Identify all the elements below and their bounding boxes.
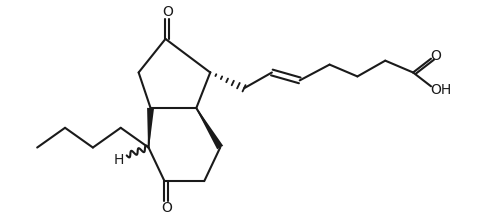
Text: H: H [114, 153, 124, 167]
Text: O: O [161, 201, 172, 215]
Text: O: O [431, 49, 442, 63]
Text: O: O [162, 5, 173, 19]
Polygon shape [147, 108, 154, 148]
Text: OH: OH [431, 83, 452, 97]
Polygon shape [196, 108, 223, 149]
